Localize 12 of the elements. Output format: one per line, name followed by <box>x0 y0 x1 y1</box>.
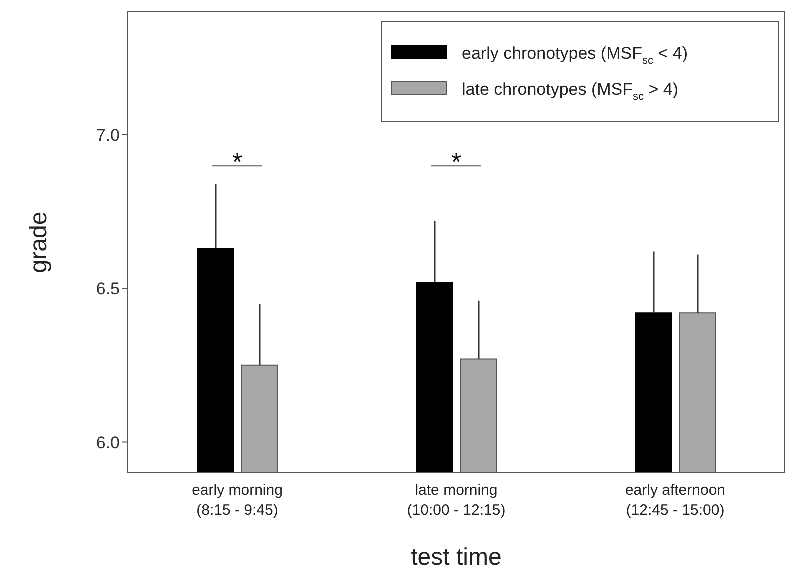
y-tick-label: 6.0 <box>96 433 120 452</box>
x-tick-label: early morning (8:15 - 9:45) <box>192 482 283 519</box>
legend-label: early chronotypes (MSF$_{sc}$ < 4) <box>462 44 688 68</box>
y-tick-label: 6.5 <box>96 280 120 299</box>
x-axis-title: test time <box>411 544 502 571</box>
y-tick-label: 7.0 <box>96 126 120 145</box>
y-axis-title: grade <box>26 212 53 274</box>
x-tick-label: late morning (10:00 - 12:15) <box>407 482 506 519</box>
annotation: * <box>451 147 462 178</box>
x-tick-label: early afternoon (12:45 - 15:00) <box>625 482 726 519</box>
legend-label: late chronotypes (MSF$_{sc}$ > 4) <box>462 80 679 104</box>
annotation: * <box>232 147 243 178</box>
